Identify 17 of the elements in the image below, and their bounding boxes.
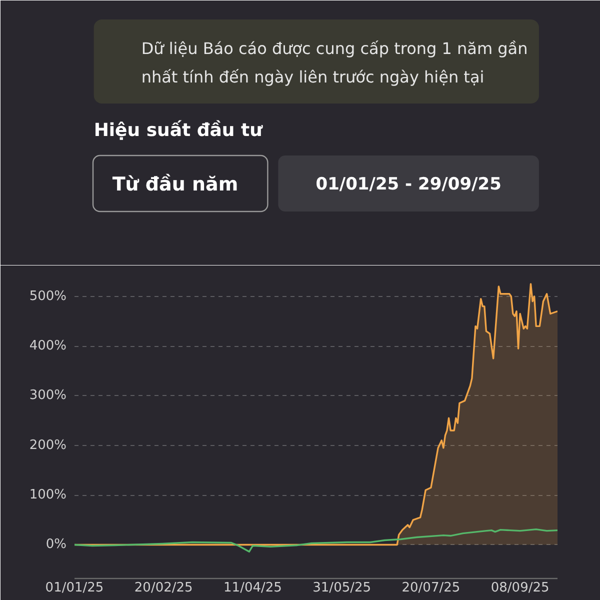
- text: Dữ liệu Báo cáo được cung cấp trong 1 năm gần nhất tính đến ngày liên trước ngày hiện tại: [141, 38, 528, 86]
- x-tick-label: 31/05/25: [312, 580, 372, 596]
- x-tick-label: 08/09/25: [490, 580, 550, 596]
- text: Từ đầu năm: [112, 174, 238, 196]
- y-tick-label: 200%: [29, 438, 67, 453]
- line-series: [74, 528, 558, 553]
- x-tick-label: 11/04/25: [224, 580, 282, 596]
- x-tick-label: 20/07/25: [402, 580, 460, 596]
- y-tick-label: 100%: [29, 488, 67, 503]
- y-tick-label: 300%: [29, 388, 67, 404]
- text: 01/01/25 - 29/09/25: [316, 174, 502, 194]
- chart-title: Hiệu suất đầu tư: [94, 120, 264, 141]
- x-tick-label: 01/01/25: [45, 580, 104, 596]
- y-tick-label: 400%: [29, 338, 67, 354]
- y-tick-label: 0%: [46, 537, 66, 552]
- x-tick-label: 20/02/25: [134, 580, 193, 596]
- y-tick-label: 500%: [29, 288, 67, 304]
